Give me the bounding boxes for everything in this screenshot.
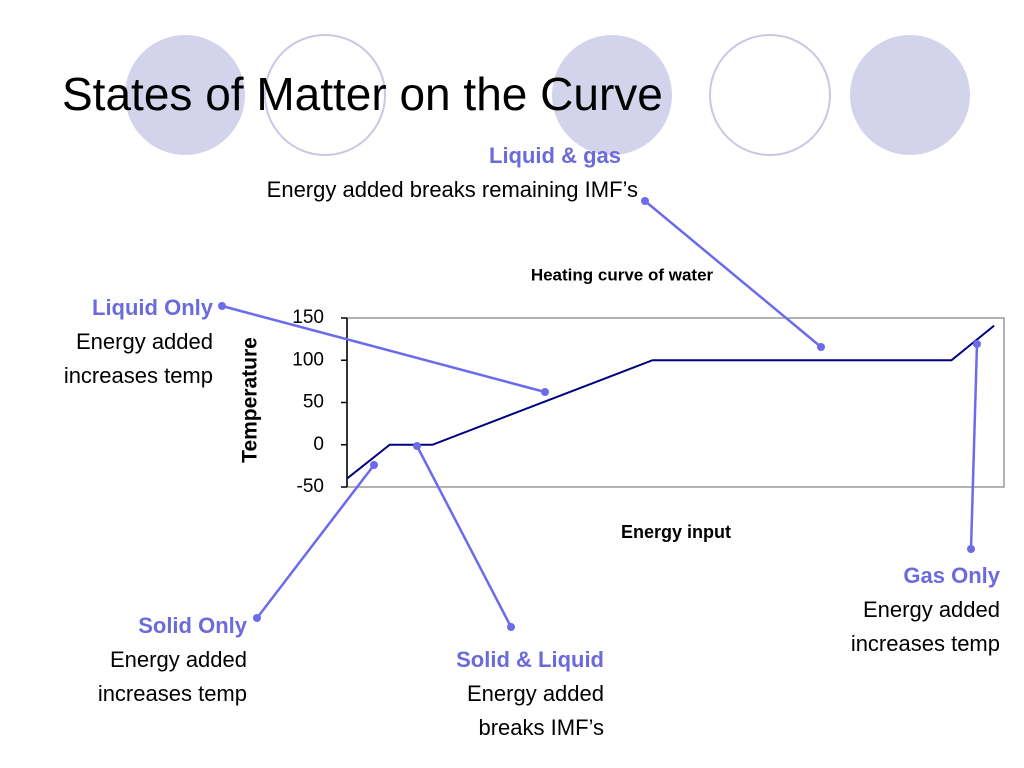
y-tick-label: 0 — [313, 434, 324, 455]
annotation-text: breaks IMF’s — [478, 715, 604, 740]
annotation-text: increases temp — [851, 631, 1000, 656]
connector — [415, 445, 513, 628]
decoration — [125, 34, 970, 156]
y-tick-label: 100 — [292, 349, 324, 370]
annotation-text: Energy added — [467, 681, 604, 706]
annotation-text: increases temp — [64, 363, 213, 388]
connector-dot — [973, 340, 981, 348]
annotation-label: Solid & Liquid — [456, 647, 604, 672]
circle — [850, 35, 970, 155]
plot-area — [346, 317, 1005, 488]
connector-dot — [967, 545, 975, 553]
connector-dot — [413, 442, 421, 450]
x-axis-label: Energy input — [621, 522, 731, 542]
chart-title: Heating curve of water — [531, 265, 714, 284]
annotation-text: Energy added — [863, 597, 1000, 622]
connector-dot — [218, 302, 226, 310]
connector-dot — [507, 623, 515, 631]
connector — [221, 304, 546, 394]
y-tick-label: 50 — [303, 392, 324, 413]
annotation-text: Energy added — [110, 647, 247, 672]
connector — [256, 464, 375, 619]
annotation-text: increases temp — [98, 681, 247, 706]
annotation-label: Liquid & gas — [489, 143, 621, 168]
annotation-label: Liquid Only — [92, 295, 214, 320]
connector-dot — [641, 197, 649, 205]
y-tick-label: 150 — [292, 307, 324, 328]
connector-dot — [817, 343, 825, 351]
connector — [644, 200, 822, 348]
annotation-text: Energy added — [76, 329, 213, 354]
connector-dot — [370, 461, 378, 469]
annotation-label: Gas Only — [903, 563, 1000, 588]
connector-dot — [253, 614, 261, 622]
connector-dot — [541, 388, 549, 396]
circle — [264, 34, 386, 156]
annotation-label: Solid Only — [138, 613, 248, 638]
slide-title: States of Matter on the Curve — [62, 68, 663, 120]
annotation-text: Energy added breaks remaining IMF’s — [267, 177, 638, 202]
connector — [969, 343, 979, 550]
y-axis-label: Temperature — [239, 337, 262, 463]
circle — [125, 35, 245, 155]
circle — [552, 35, 672, 155]
circle — [709, 34, 831, 156]
curve — [346, 324, 995, 480]
y-tick-label: -50 — [297, 476, 324, 497]
